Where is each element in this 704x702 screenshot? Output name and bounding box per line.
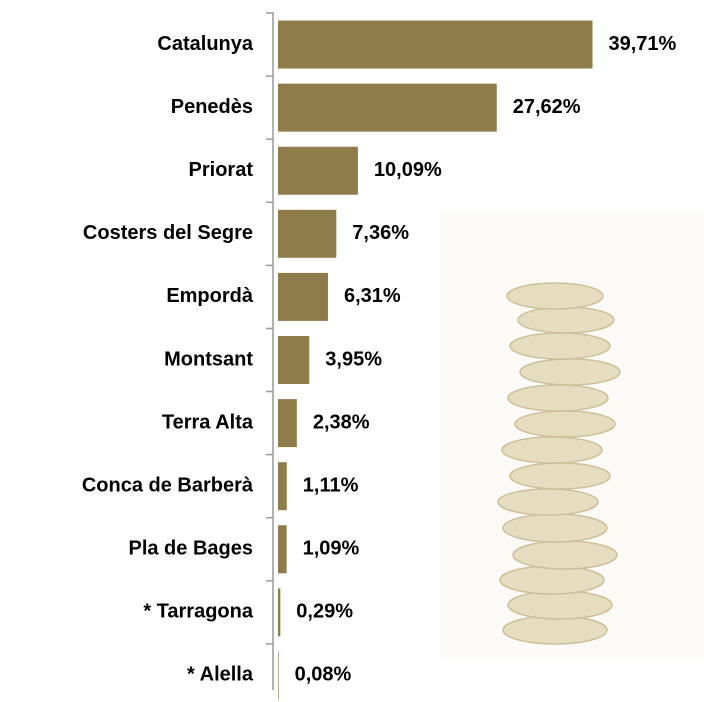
category-label: Empordà (166, 285, 254, 307)
category-label: Costers del Segre (83, 222, 253, 244)
value-label: 1,11% (303, 474, 359, 496)
coins-picture (440, 210, 704, 660)
bar (278, 525, 287, 573)
value-label: 27,62% (513, 96, 581, 118)
category-label: Priorat (189, 159, 254, 181)
value-label: 7,36% (352, 222, 409, 244)
value-label: 39,71% (609, 33, 677, 55)
value-label: 2,38% (313, 411, 370, 433)
category-label: Montsant (164, 348, 253, 370)
value-label: 0,08% (295, 664, 352, 686)
category-label: * Tarragona (143, 601, 254, 623)
bar (278, 399, 297, 447)
value-label: 1,09% (303, 538, 360, 560)
bar (278, 21, 593, 69)
chart: Catalunya 39,71% Penedès 27,62% Priorat 10,09… (0, 0, 704, 702)
bar (278, 210, 336, 258)
category-label: Pla de Bages (128, 538, 253, 560)
value-label: 6,31% (344, 285, 401, 307)
category-label: Penedès (171, 96, 253, 118)
bar (278, 273, 328, 321)
category-label: Catalunya (157, 33, 253, 55)
category-label: Conca de Barberà (82, 474, 254, 496)
bar (278, 588, 280, 636)
bar (278, 147, 358, 195)
value-label: 10,09% (374, 159, 442, 181)
bar (278, 651, 279, 699)
bar (278, 84, 497, 132)
bar (278, 462, 287, 510)
value-label: 0,29% (296, 601, 353, 623)
category-label: * Alella (187, 664, 254, 686)
bar (278, 336, 309, 384)
value-label: 3,95% (325, 348, 382, 370)
category-label: Terra Alta (162, 411, 254, 433)
